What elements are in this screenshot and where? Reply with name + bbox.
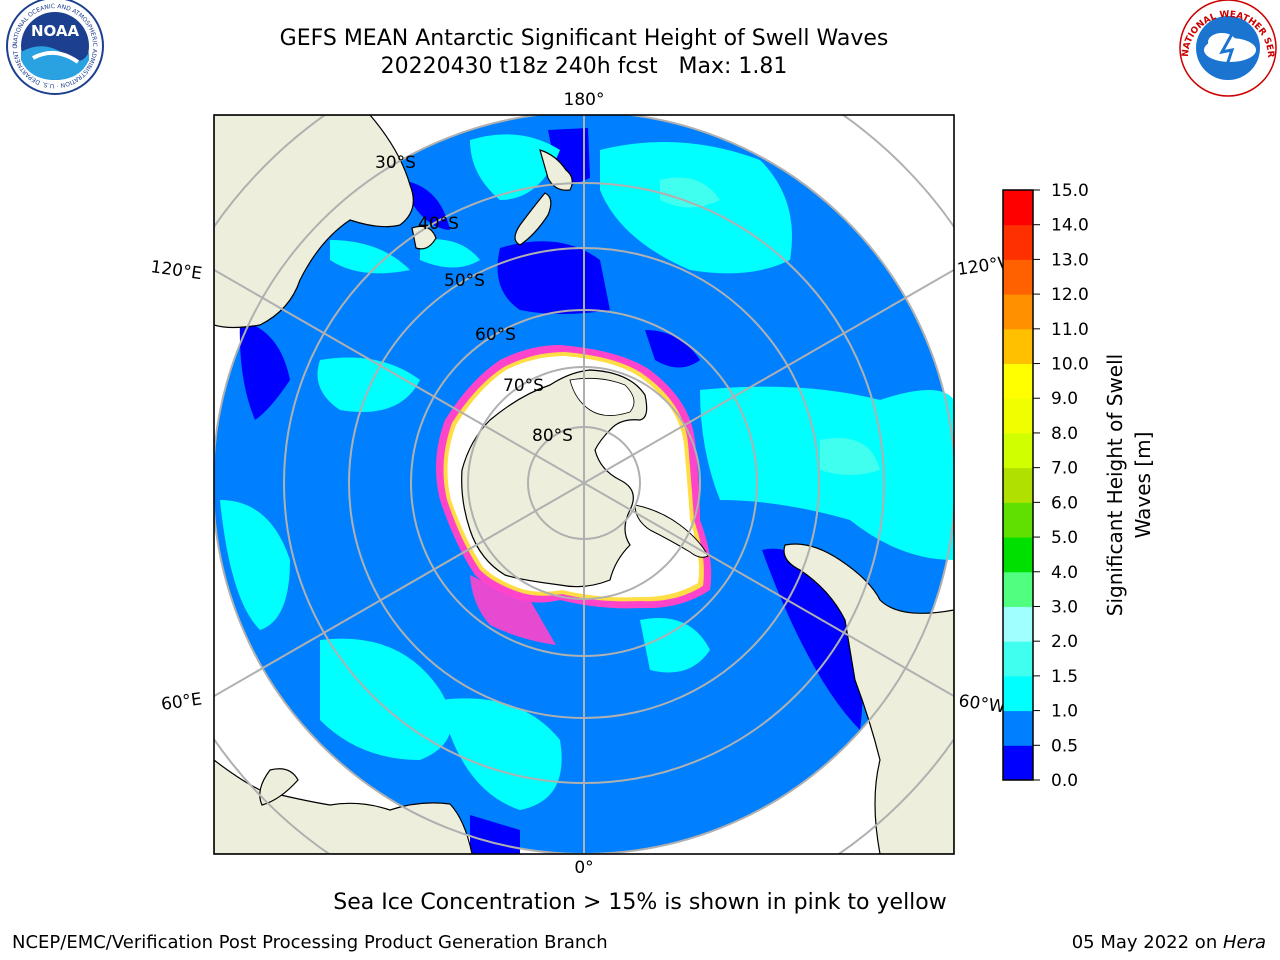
colorbar-tick-label: 0.0 [1051, 771, 1078, 791]
colorbar-tick-label: 1.0 [1051, 702, 1078, 722]
latitude-labels: 30°S 40°S 50°S 60°S 70°S 80°S [375, 153, 573, 446]
lat-label-40s: 40°S [418, 214, 459, 234]
colorbar-tick-label: 13.0 [1051, 250, 1089, 270]
colorbar-tick-label: 8.0 [1051, 424, 1078, 444]
nws-ring-text: NATIONAL WEATHER SERVICE [0, 0, 1275, 58]
colorbar-bin [1003, 502, 1033, 538]
lon-label-180: 180° [564, 90, 605, 110]
lat-label-70s: 70°S [503, 376, 544, 396]
lon-label-60e: 60°E [160, 689, 203, 714]
antarctica-land [461, 369, 648, 588]
colorbar-bin [1003, 190, 1033, 226]
swell-1p5-patches [660, 177, 880, 475]
south-america-land [783, 543, 954, 854]
colorbar-tick-label: 14.0 [1051, 216, 1089, 236]
colorbar-bin [1003, 328, 1033, 365]
colorbar-tick-label: 7.0 [1051, 459, 1078, 479]
colorbar-tick-label: 10.0 [1051, 355, 1089, 375]
colorbar-tick-label: 9.0 [1051, 389, 1078, 409]
madagascar-land [259, 768, 299, 806]
colorbar-bin [1003, 641, 1033, 677]
africa-land [214, 759, 473, 854]
date-credit: 05 May 2022 on Hera [1072, 932, 1266, 953]
lon-label-120e: 120°E [149, 257, 203, 284]
lat-label-30s: 30°S [375, 153, 416, 173]
colorbar-bin [1003, 224, 1033, 260]
colorbar-tick-label: 1.5 [1051, 667, 1078, 687]
lat-label-60s: 60°S [475, 325, 516, 345]
colorbar-tick-label: 11.0 [1051, 320, 1089, 340]
colorbar-tick-label: 6.0 [1051, 493, 1078, 513]
colorbar-bin [1003, 432, 1033, 469]
colorbar-tick-label: 4.0 [1051, 563, 1078, 583]
noaa-logo-text: NOAA [31, 22, 80, 40]
colorbar-bin [1003, 259, 1033, 295]
colorbar-bin [1003, 363, 1033, 399]
colorbar-tick-label: 0.5 [1051, 736, 1078, 756]
colorbar-bin [1003, 398, 1033, 434]
swell-mid-patches [220, 134, 954, 810]
colorbar-bin [1003, 537, 1033, 573]
map-subtitle: 20220430 t18z 240h fcst Max: 1.81 [380, 54, 788, 79]
colorbar-bin [1003, 675, 1033, 712]
credit-host: Hera [1222, 932, 1266, 953]
colorbar-tick-label: 12.0 [1051, 285, 1089, 305]
lat-label-80s: 80°S [532, 426, 573, 446]
map-frame [213, 114, 955, 855]
antarctica [436, 345, 712, 645]
colorbar: 15.0 14.0 13.0 12.0 11.0 10.0 9.0 8.0 7.0 6.0 5.0 4… [1002, 181, 1089, 791]
colorbar-bin [1003, 294, 1033, 330]
lon-label-0: 0° [574, 858, 593, 878]
colorbar-tick-label: 2.0 [1051, 632, 1078, 652]
lat-label-50s: 50°S [444, 271, 485, 291]
colorbar-label-line2: Waves [m] [1131, 432, 1155, 539]
noaa-logo: NOAA NATIONAL OCEANIC AND ATMOSPHERIC AD… [0, 0, 104, 95]
map-title: GEFS MEAN Antarctic Significant Height o… [279, 26, 889, 51]
colorbar-bin [1003, 571, 1033, 607]
colorbar-bin [1003, 606, 1033, 642]
svg-text:NATIONAL WEATHER SERVICE: NATIONAL WEATHER SERVICE [0, 0, 1275, 58]
nz-south-island [514, 192, 552, 246]
producer-credit: NCEP/EMC/Verification Post Processing Pr… [12, 932, 608, 953]
colorbar-tick-label: 3.0 [1051, 597, 1078, 617]
credit-date: 05 May 2022 on [1071, 932, 1223, 953]
map-area: 30°S 40°S 50°S 60°S 70°S 80°S [214, 115, 954, 854]
colorbar-tick-label: 5.0 [1051, 528, 1078, 548]
nws-logo: NATIONAL WEATHER SERVICE [0, 0, 1277, 97]
colorbar-bin [1003, 467, 1033, 503]
colorbar-bin [1003, 710, 1033, 746]
lon-label-60w: 60°W [957, 691, 1006, 717]
colorbar-frame [1002, 189, 1034, 781]
colorbar-tick-label: 15.0 [1051, 181, 1089, 201]
longitude-gridlines [214, 115, 954, 854]
colorbar-bin [1003, 745, 1033, 781]
colorbar-label-line1: Significant Height of Swell [1103, 354, 1127, 616]
sea-ice-caption: Sea Ice Concentration > 15% is shown in … [333, 890, 947, 915]
nz-north-island [539, 149, 573, 191]
